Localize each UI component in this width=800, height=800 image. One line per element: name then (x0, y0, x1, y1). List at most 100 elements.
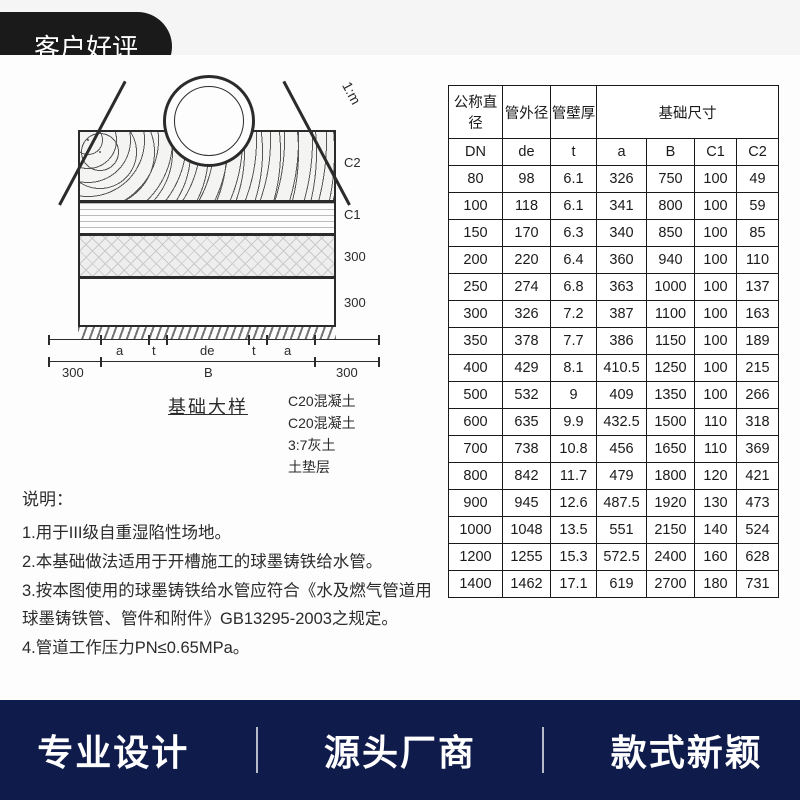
table-cell: 100 (695, 274, 737, 301)
leader-cushion: 土垫层 (288, 457, 330, 477)
th-wall: 管壁厚 (551, 86, 597, 139)
note-3: 3.按本图使用的球墨铸铁给水管应符合《水及燃气管道用球墨铸铁管、管件和附件》GB… (22, 577, 442, 635)
table-row: 80084211.74791800120421 (449, 463, 779, 490)
table-cell: 318 (737, 409, 779, 436)
th-b: B (647, 139, 695, 166)
table-cell: 340 (597, 220, 647, 247)
leader-c20-upper: C20混凝土 (288, 391, 356, 411)
table-cell: 80 (449, 166, 503, 193)
th-dn: DN (449, 139, 503, 166)
table-cell: 800 (449, 463, 503, 490)
dim-B: B (204, 365, 213, 380)
table-cell: 110 (695, 409, 737, 436)
th-nominal: 公称直径 (449, 86, 503, 139)
dim-300-left: 300 (62, 365, 84, 380)
table-cell: 1400 (449, 571, 503, 598)
table-cell: 10.8 (551, 436, 597, 463)
table-cell: 850 (647, 220, 695, 247)
table-row: 6006359.9432.51500110318 (449, 409, 779, 436)
table-cell: 140 (695, 517, 737, 544)
table-cell: 378 (503, 328, 551, 355)
dimension-table: 公称直径 管外径 管壁厚 基础尺寸 DN de t a B C1 C2 8098… (448, 85, 779, 598)
dim-c1: C1 (344, 207, 361, 222)
table-cell: 85 (737, 220, 779, 247)
table-cell: 940 (647, 247, 695, 274)
table-cell: 180 (695, 571, 737, 598)
table-cell: 800 (647, 193, 695, 220)
table-cell: 150 (449, 220, 503, 247)
footer-bar: 专业设计 源头厂商 款式新颖 (0, 700, 800, 800)
table-cell: 12.6 (551, 490, 597, 517)
table-cell: 130 (695, 490, 737, 517)
table-cell: 100 (695, 301, 737, 328)
table-row: 1501706.334085010085 (449, 220, 779, 247)
note-4: 4.管道工作压力PN≤0.65MPa。 (22, 634, 442, 663)
dim-t-left: t (152, 343, 156, 358)
table-cell: 100 (695, 193, 737, 220)
table-cell: 13.5 (551, 517, 597, 544)
table-cell: 700 (449, 436, 503, 463)
table-cell: 363 (597, 274, 647, 301)
table-cell: 6.8 (551, 274, 597, 301)
table-cell: 400 (449, 355, 503, 382)
ground-hatch (78, 327, 336, 339)
table-cell: 160 (695, 544, 737, 571)
table-cell: 842 (503, 463, 551, 490)
table-cell: 7.7 (551, 328, 597, 355)
table-cell: 738 (503, 436, 551, 463)
dim-c2: C2 (344, 155, 361, 170)
table-row: 70073810.84561650110369 (449, 436, 779, 463)
footer-item-2: 源头厂商 (316, 724, 484, 776)
dim-a-left: a (116, 343, 123, 358)
table-cell: 100 (695, 166, 737, 193)
table-cell: 118 (503, 193, 551, 220)
dim-a-right: a (284, 343, 291, 358)
table-cell: 432.5 (597, 409, 647, 436)
table-cell: 250 (449, 274, 503, 301)
footer-item-3: 款式新颖 (603, 724, 771, 776)
dim-row-2: 300 B 300 (48, 361, 378, 383)
table-cell: 473 (737, 490, 779, 517)
table-cell: 1920 (647, 490, 695, 517)
table-cell: 326 (503, 301, 551, 328)
table-cell: 15.3 (551, 544, 597, 571)
pipe-outline (163, 75, 255, 167)
table-cell: 1350 (647, 382, 695, 409)
dim-300-right: 300 (336, 365, 358, 380)
table-row: 1001186.134180010059 (449, 193, 779, 220)
table-cell: 110 (737, 247, 779, 274)
bedding-layer-concrete-lower (78, 201, 336, 235)
table-cell: 635 (503, 409, 551, 436)
dim-de: de (200, 343, 214, 358)
table-cell: 524 (737, 517, 779, 544)
table-cell: 59 (737, 193, 779, 220)
table-cell: 6.1 (551, 193, 597, 220)
table-row: 80986.132675010049 (449, 166, 779, 193)
soil-cushion-layer (78, 277, 336, 327)
table-cell: 479 (597, 463, 647, 490)
table-cell: 100 (695, 220, 737, 247)
table-cell: 360 (597, 247, 647, 274)
table-row: 50053294091350100266 (449, 382, 779, 409)
table-cell: 900 (449, 490, 503, 517)
table-cell: 1150 (647, 328, 695, 355)
footer-sep-1 (256, 727, 258, 773)
table-cell: 945 (503, 490, 551, 517)
th-de: de (503, 139, 551, 166)
table-cell: 6.1 (551, 166, 597, 193)
table-cell: 750 (647, 166, 695, 193)
table-cell: 1800 (647, 463, 695, 490)
table-cell: 163 (737, 301, 779, 328)
table-cell: 429 (503, 355, 551, 382)
notes-block: 说明： 1.用于III级自重湿陷性场地。 2.本基础做法适用于开槽施工的球墨铸铁… (22, 485, 442, 663)
table-cell: 100 (449, 193, 503, 220)
lime-soil-layer (78, 234, 336, 278)
table-cell: 170 (503, 220, 551, 247)
table-cell: 1250 (647, 355, 695, 382)
table-cell: 572.5 (597, 544, 647, 571)
table-cell: 350 (449, 328, 503, 355)
table-cell: 551 (597, 517, 647, 544)
table-cell: 369 (737, 436, 779, 463)
table-cell: 9 (551, 382, 597, 409)
table-cell: 2400 (647, 544, 695, 571)
